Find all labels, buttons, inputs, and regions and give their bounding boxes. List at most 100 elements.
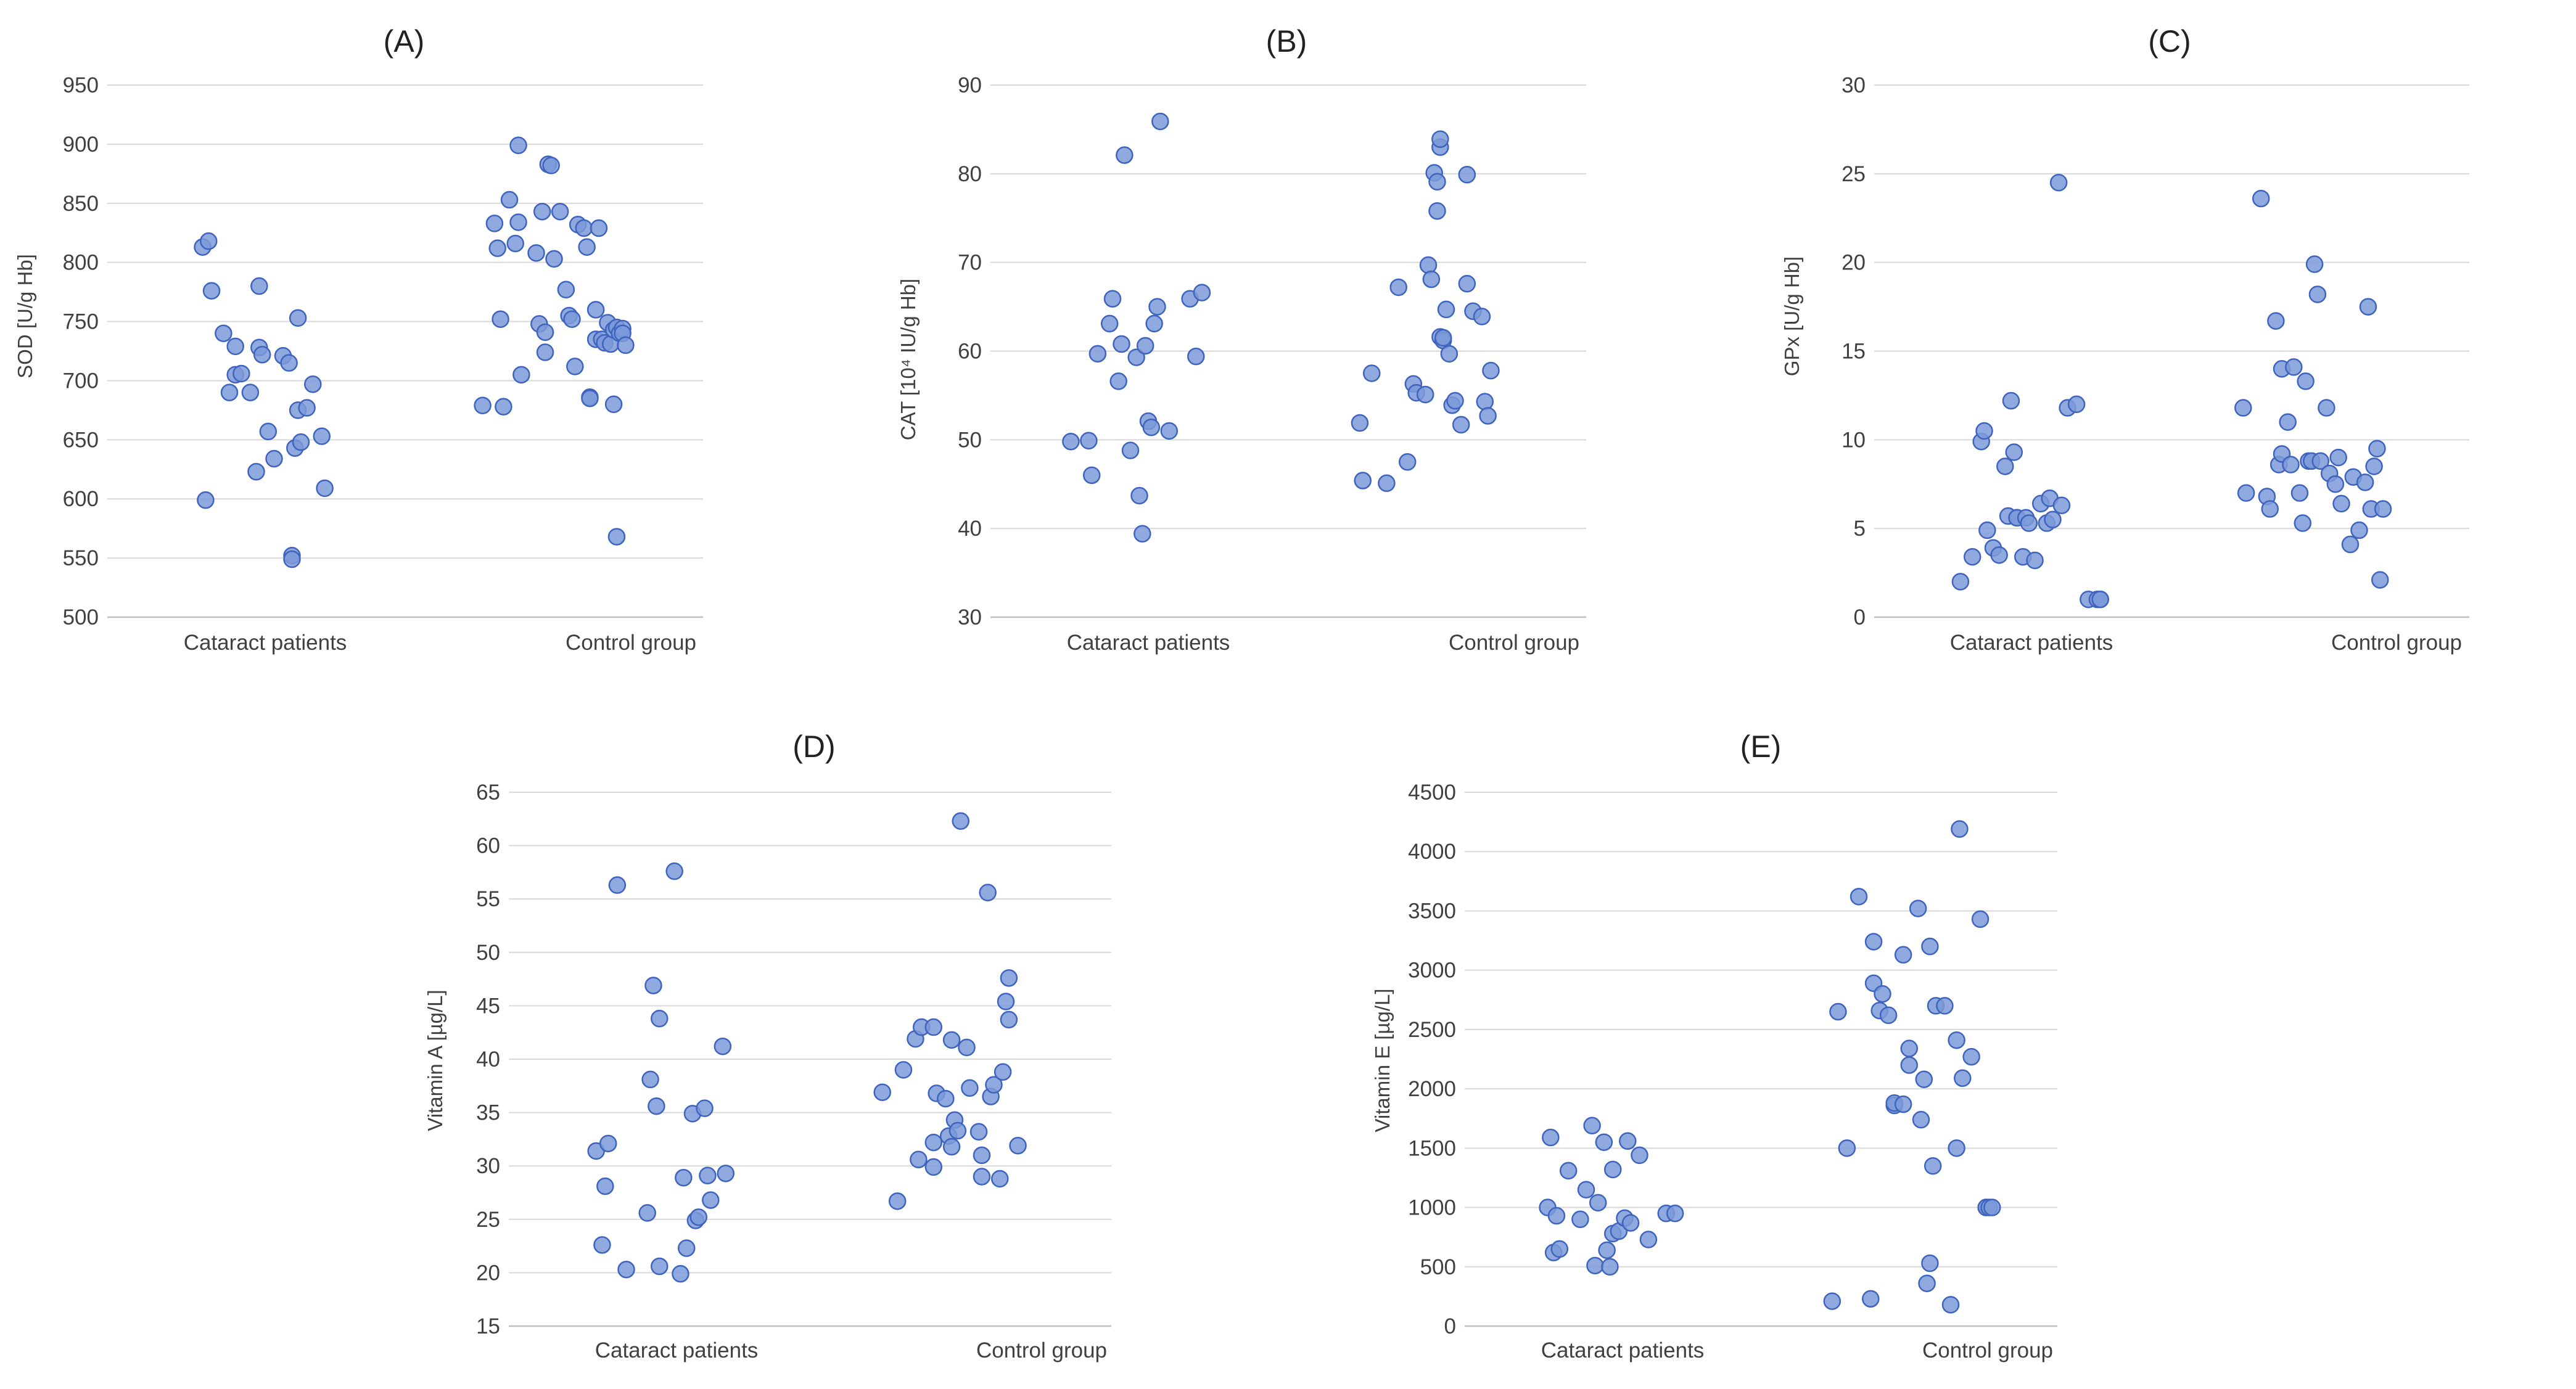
panel-c-point-cataract	[1990, 546, 2008, 564]
panel-b-y-tick-label: 50	[958, 428, 982, 452]
panel-c-category-control: Control group	[2331, 631, 2462, 655]
panel-c-point-control	[2341, 535, 2360, 554]
panel-b-point-control	[1422, 270, 1441, 289]
panel-c-point-control	[2285, 358, 2303, 376]
panel-b-point-cataract	[1088, 345, 1107, 363]
panel-d-point-control	[949, 1121, 967, 1140]
panel-a-y-tick-label: 850	[63, 192, 99, 216]
panel-d-y-tick-label: 15	[476, 1314, 500, 1338]
panel-d-point-control	[924, 1158, 943, 1176]
panel-d-point-cataract	[677, 1239, 696, 1257]
panel-c-point-control	[2237, 484, 2255, 502]
panel-c-point-cataract	[2049, 173, 2068, 192]
panel-b-point-cataract	[1082, 466, 1101, 485]
panel-b-point-control	[1452, 416, 1470, 434]
panel-e-point-control	[1962, 1047, 1980, 1066]
panel-a-point-control	[500, 191, 519, 209]
panel-e-y-tick-label: 3000	[1408, 959, 1456, 983]
panel-c-y-tick-label: 5	[1854, 517, 1866, 541]
panel-a-y-tick-label: 550	[63, 546, 99, 570]
panel-b-point-cataract	[1130, 486, 1148, 505]
panel-e-y-tick-label: 2500	[1408, 1018, 1456, 1042]
panel-b-point-cataract	[1193, 284, 1211, 301]
panel-b-point-cataract	[1187, 347, 1205, 366]
panel-d-y-axis-label: Vitamin A [µg/L]	[424, 990, 446, 1131]
panel-e-y-tick-label: 0	[1444, 1314, 1456, 1338]
panel-c-point-cataract	[2026, 551, 2044, 570]
panel-e-chart: (E) Vitamin E [µg/L] Cataract patients C…	[1371, 729, 2057, 1362]
panel-e-point-control	[1936, 997, 1954, 1015]
panel-a-point-control	[533, 202, 551, 221]
panel-b-point-control	[1419, 256, 1438, 274]
panel-c-point-control	[2267, 312, 2285, 330]
panel-c-point-control	[2308, 285, 2327, 303]
panel-e-point-control	[1829, 1002, 1847, 1021]
panel-a-point-cataract	[197, 491, 215, 509]
panel-e-point-control	[1900, 1056, 1918, 1074]
panel-a-point-control	[492, 310, 509, 328]
panel-d-point-cataract	[599, 1134, 617, 1153]
panel-d-point-cataract	[699, 1166, 717, 1185]
panel-d-point-control	[894, 1061, 913, 1079]
panel-b-point-control	[1398, 453, 1417, 471]
panel-d-point-control	[937, 1089, 955, 1108]
panel-e-y-tick-label: 3500	[1408, 899, 1456, 923]
panel-c-point-cataract	[2020, 514, 2038, 532]
panel-a-y-tick-label: 600	[63, 487, 99, 511]
panel-d-point-cataract	[638, 1204, 656, 1222]
panel-d-point-control	[969, 1123, 988, 1141]
panel-b-point-control	[1473, 308, 1491, 326]
panel-e-title: (E)	[1740, 729, 1782, 764]
panel-a-y-tick-label: 800	[63, 251, 99, 275]
panel-c-point-cataract	[2091, 590, 2109, 608]
panel-e-point-control	[1921, 937, 1939, 956]
panel-e-point-control	[1862, 1290, 1880, 1308]
panel-b-point-cataract	[1136, 337, 1154, 355]
panel-a-y-tick-label: 650	[63, 428, 99, 452]
panel-b-point-cataract	[1148, 298, 1166, 316]
panel-e-point-control	[1864, 933, 1883, 951]
panel-d-title: (D)	[792, 729, 835, 764]
panel-e-point-cataract	[1550, 1240, 1569, 1258]
panel-a-y-tick-label: 900	[63, 133, 99, 157]
panel-a-point-control	[512, 366, 530, 384]
panel-e-point-control	[1921, 1254, 1939, 1272]
panel-d-point-control	[888, 1192, 907, 1210]
panel-c-point-control	[2261, 500, 2279, 518]
panel-b-point-cataract	[1100, 314, 1119, 333]
panel-d-point-control	[973, 1146, 991, 1165]
panel-b-y-tick-label: 30	[958, 605, 982, 629]
panel-e-point-control	[1918, 1274, 1936, 1292]
panel-e-point-cataract	[1631, 1146, 1648, 1165]
panel-e-point-control	[1894, 1095, 1912, 1113]
panel-d-point-cataract	[641, 1070, 659, 1089]
panel-e-point-control	[1924, 1157, 1942, 1175]
panel-b-y-tick-label: 70	[958, 251, 982, 275]
panel-a-point-control	[617, 336, 635, 354]
panel-a-title: (A)	[384, 24, 425, 59]
panel-b-category-cataract: Cataract patients	[1067, 631, 1230, 655]
panel-a-point-control	[551, 202, 569, 221]
panel-d-point-control	[910, 1150, 928, 1169]
panel-e-point-cataract	[1595, 1133, 1613, 1151]
panel-d-point-control	[979, 883, 997, 902]
panel-a-point-control	[545, 250, 563, 268]
panel-d-point-cataract	[651, 1257, 669, 1276]
panel-e-point-cataract	[1559, 1162, 1578, 1180]
panel-e-point-control	[1915, 1070, 1933, 1088]
panel-a-point-cataract	[253, 346, 271, 364]
panel-d-y-tick-label: 30	[476, 1154, 500, 1178]
panel-a-point-control	[485, 215, 504, 232]
panel-e-point-cataract	[1547, 1207, 1566, 1225]
panel-c-point-control	[2279, 413, 2297, 431]
panel-b-point-control	[1437, 300, 1455, 319]
panel-a-point-control	[581, 389, 599, 408]
panel-a-point-cataract	[220, 383, 239, 401]
panel-c-point-control	[2365, 457, 2383, 475]
panel-e-category-control: Control group	[1922, 1338, 2053, 1362]
panel-e-point-cataract	[1604, 1160, 1622, 1179]
panel-b-point-control	[1434, 329, 1452, 347]
panel-b-point-cataract	[1080, 432, 1098, 450]
panel-b-point-control	[1446, 391, 1464, 410]
panel-c-point-control	[2305, 255, 2324, 273]
